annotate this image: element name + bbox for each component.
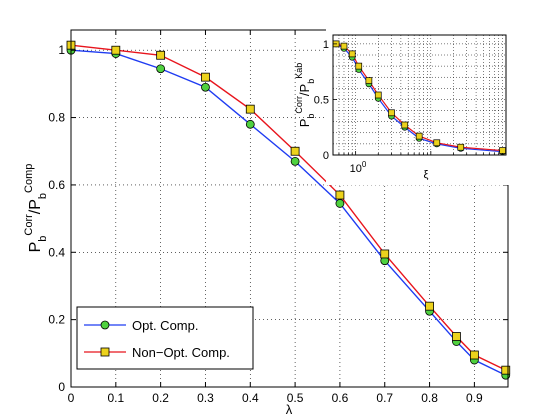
legend-label-nonopt: Non−Opt. Comp. [132, 345, 230, 360]
main-x-tick-label: 0.1 [107, 391, 124, 405]
svg-text:PbCorr/PbComp: PbCorr/PbComp [23, 164, 49, 253]
main-x-tick-label: 0.7 [376, 391, 393, 405]
inset-data-point-1 [415, 132, 423, 140]
legend-label-opt: Opt. Comp. [132, 318, 198, 333]
main-x-tick-label: 0 [68, 391, 75, 405]
main-y-tick-label: 0 [58, 380, 65, 394]
inset-x-tick-major: 100 [350, 160, 367, 175]
main-y-axis-label: PbCorr/PbComp [23, 164, 49, 253]
inset-x-tick-exp: 0 [362, 160, 367, 169]
main-x-tick-label: 0.8 [421, 391, 438, 405]
main-data-point-1 [245, 104, 255, 114]
main-data-point-1 [469, 350, 479, 360]
svg-text:PbCorr/PbKab: PbCorr/PbKab [294, 63, 316, 128]
y-label-sub1: b [37, 236, 49, 242]
main-data-point-1 [380, 249, 390, 259]
legend-marker-nonopt [100, 347, 110, 357]
main-data-point-1 [290, 146, 300, 156]
y-label-base: P [27, 242, 44, 253]
main-y-tick-label: 0.6 [48, 178, 65, 192]
main-data-point-0 [290, 156, 300, 166]
inset-data-point-1 [355, 62, 363, 70]
inset-y-label-sep: /P [297, 84, 312, 96]
y-label-sub2: b [37, 193, 49, 199]
inset-chart: 00.51 PbCorr/PbKab ξ 100 [294, 25, 509, 185]
inset-y-label-sub1: b [306, 114, 316, 119]
y-label-sup1: Corr [23, 214, 35, 236]
inset-data-point-1 [457, 143, 465, 151]
inset-ticks: 00.51 [314, 39, 503, 162]
main-x-tick-label: 0.9 [466, 391, 483, 405]
inset-y-tick-label: 0 [323, 150, 329, 162]
main-data-point-0 [156, 64, 166, 74]
main-data-point-0 [245, 119, 255, 129]
main-y-tick-label: 1 [58, 43, 65, 57]
inset-data-point-1 [499, 147, 506, 154]
main-x-axis-label: λ [286, 402, 293, 417]
inset-y-tick-label: 1 [323, 39, 329, 51]
inset-data-point-1 [374, 91, 382, 99]
main-x-tick-label: 0.6 [332, 391, 349, 405]
inset-data-point-1 [340, 42, 348, 50]
inset-data-point-1 [401, 121, 409, 129]
legend-box [76, 306, 254, 370]
main-data-point-0 [335, 199, 345, 208]
legend: Opt. Comp. Non−Opt. Comp. [76, 306, 254, 370]
main-y-tick-label: 0.8 [48, 111, 65, 125]
legend-marker-opt [100, 320, 110, 330]
inset-data-point-1 [433, 139, 441, 147]
inset-data-point-1 [388, 109, 395, 117]
main-data-point-1 [335, 190, 345, 200]
main-data-point-1 [425, 301, 434, 311]
inset-y-label-sup1: Corr [294, 96, 304, 114]
main-x-tick-label: 0.5 [287, 391, 304, 405]
inset-y-axis-label: PbCorr/PbKab [294, 63, 316, 128]
main-data-point-1 [156, 50, 166, 60]
inset-y-label-sub2: b [306, 79, 316, 84]
main-x-tick-label: 0.4 [242, 391, 259, 405]
main-series-group [66, 40, 511, 380]
main-data-point-1 [201, 72, 210, 82]
main-data-point-1 [111, 45, 121, 55]
inset-grid [333, 35, 506, 155]
y-label-sep: /P [27, 199, 44, 214]
main-data-point-1 [452, 332, 461, 341]
inset-data-point-1 [348, 50, 356, 58]
inset-y-tick-label: 0.5 [314, 94, 329, 106]
main-x-tick-label: 0.3 [197, 391, 214, 405]
inset-y-label-base: P [297, 119, 312, 128]
main-y-tick-label: 0.4 [48, 245, 65, 259]
inset-y-label-sup2: Kab [294, 63, 304, 79]
inset-x-axis-label: ξ [424, 169, 429, 181]
y-label-sup2: Comp [23, 164, 35, 193]
main-x-tick-label: 0.2 [152, 391, 169, 405]
main-y-tick-label: 0.2 [48, 313, 65, 327]
inset-series-group [332, 40, 506, 156]
main-data-point-0 [201, 82, 210, 92]
inset-data-point-1 [365, 77, 373, 84]
inset-x-tick-base: 10 [350, 163, 362, 175]
main-plot-frame [70, 29, 509, 388]
main-data-point-1 [501, 365, 511, 375]
